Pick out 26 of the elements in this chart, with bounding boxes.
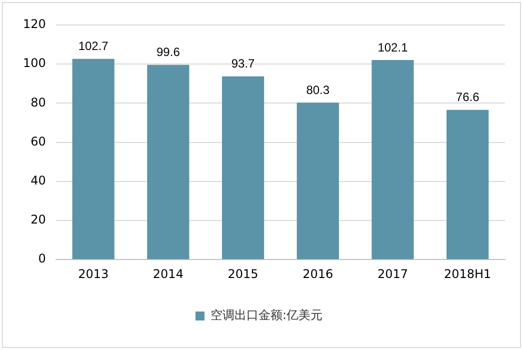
bar (446, 110, 489, 260)
data-label: 93.7 (231, 56, 256, 71)
y-tick-label: 0 (38, 252, 46, 266)
x-tick-label: 2017 (377, 266, 408, 281)
legend-label: 空调出口金额:亿美元 (210, 308, 323, 322)
y-tick-label: 100 (23, 56, 46, 70)
data-label: 99.6 (156, 45, 180, 60)
y-tick-label: 20 (30, 212, 46, 227)
bar (372, 60, 414, 260)
data-label: 76.6 (456, 90, 480, 104)
bar (222, 76, 264, 260)
bar (296, 102, 339, 260)
data-label: 80.3 (306, 82, 330, 97)
bar (72, 58, 114, 260)
y-tick-label: 120 (23, 17, 46, 32)
data-label: 102.7 (78, 39, 109, 54)
x-tick-label: 2015 (228, 266, 258, 281)
x-tick-label: 2014 (152, 266, 184, 281)
x-tick-label: 2018H1 (444, 266, 492, 281)
y-tick-label: 80 (30, 95, 46, 110)
y-tick-label: 40 (30, 174, 46, 188)
data-label: 102.1 (378, 40, 408, 54)
bar (147, 64, 190, 260)
x-tick-label: 2013 (78, 266, 109, 281)
x-tick-label: 2016 (302, 266, 334, 281)
y-tick-label: 60 (30, 134, 46, 148)
